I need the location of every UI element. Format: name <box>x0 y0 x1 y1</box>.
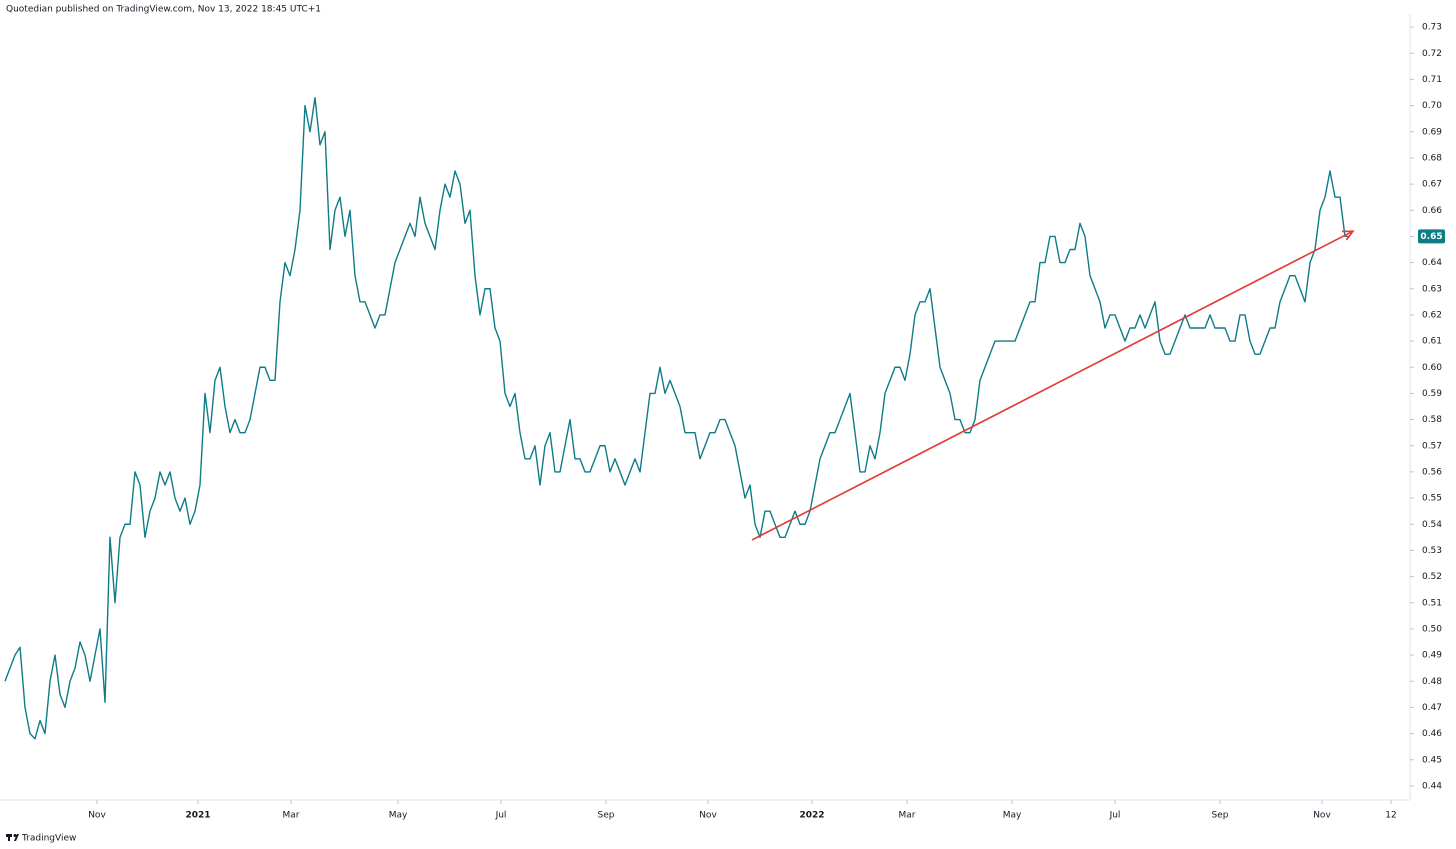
y-tick-label: 0.66 <box>1422 206 1442 216</box>
y-tick-label: 0.46 <box>1422 729 1442 739</box>
footer: TradingView <box>21 834 76 844</box>
x-tick-label: 2021 <box>185 811 210 821</box>
y-tick-label: 0.59 <box>1422 389 1442 399</box>
y-tick-label: 0.61 <box>1422 337 1442 347</box>
y-tick-label: 0.70 <box>1422 101 1442 111</box>
y-tick-label: 0.57 <box>1422 441 1442 451</box>
last-price-label: 0.65 <box>1420 232 1442 242</box>
y-tick-label: 0.68 <box>1422 153 1442 163</box>
x-tick-label: Jul <box>495 811 507 821</box>
header: Quotedian published on TradingView.com, … <box>6 5 321 15</box>
y-tick-label: 0.56 <box>1422 467 1442 477</box>
y-tick-label: 0.50 <box>1422 624 1442 634</box>
y-tick-label: 0.73 <box>1422 23 1442 33</box>
x-tick-label: Mar <box>899 811 916 821</box>
y-tick-label: 0.55 <box>1422 494 1442 504</box>
y-tick-label: 0.48 <box>1422 677 1442 687</box>
y-tick-label: 0.54 <box>1422 520 1442 530</box>
footer-logo <box>6 834 19 841</box>
x-tick-label: May <box>1003 811 1022 821</box>
y-tick-label: 0.64 <box>1422 258 1442 268</box>
y-tick-label: 0.49 <box>1422 651 1442 661</box>
y-tick-label: 0.45 <box>1422 755 1442 765</box>
x-tick-label: May <box>389 811 408 821</box>
x-tick-label: 12 <box>1385 811 1396 821</box>
x-tick-label: Nov <box>699 811 717 821</box>
y-tick-label: 0.69 <box>1422 127 1442 137</box>
x-tick-label: Mar <box>283 811 300 821</box>
x-tick-label: Jul <box>1109 811 1121 821</box>
y-tick-label: 0.63 <box>1422 284 1442 294</box>
y-tick-label: 0.52 <box>1422 572 1442 582</box>
x-tick-label: Nov <box>1313 811 1331 821</box>
y-tick-label: 0.53 <box>1422 546 1442 556</box>
y-tick-label: 0.51 <box>1422 598 1442 608</box>
x-tick-label: Sep <box>1212 811 1229 821</box>
y-tick-label: 0.72 <box>1422 49 1442 59</box>
x-tick-label: 2022 <box>799 811 824 821</box>
y-tick-label: 0.60 <box>1422 363 1442 373</box>
x-tick-label: Nov <box>88 811 106 821</box>
price-line <box>4 97 1350 740</box>
trend-arrowhead <box>1341 230 1355 241</box>
y-tick-label: 0.71 <box>1422 75 1442 85</box>
y-tick-label: 0.47 <box>1422 703 1442 713</box>
y-tick-label: 0.44 <box>1422 781 1442 791</box>
y-tick-label: 0.67 <box>1422 180 1442 190</box>
trend-line <box>751 230 1354 541</box>
y-tick-label: 0.62 <box>1422 310 1442 320</box>
last-price-box <box>1418 229 1445 244</box>
y-tick-label: 0.58 <box>1422 415 1442 425</box>
x-tick-label: Sep <box>598 811 615 821</box>
